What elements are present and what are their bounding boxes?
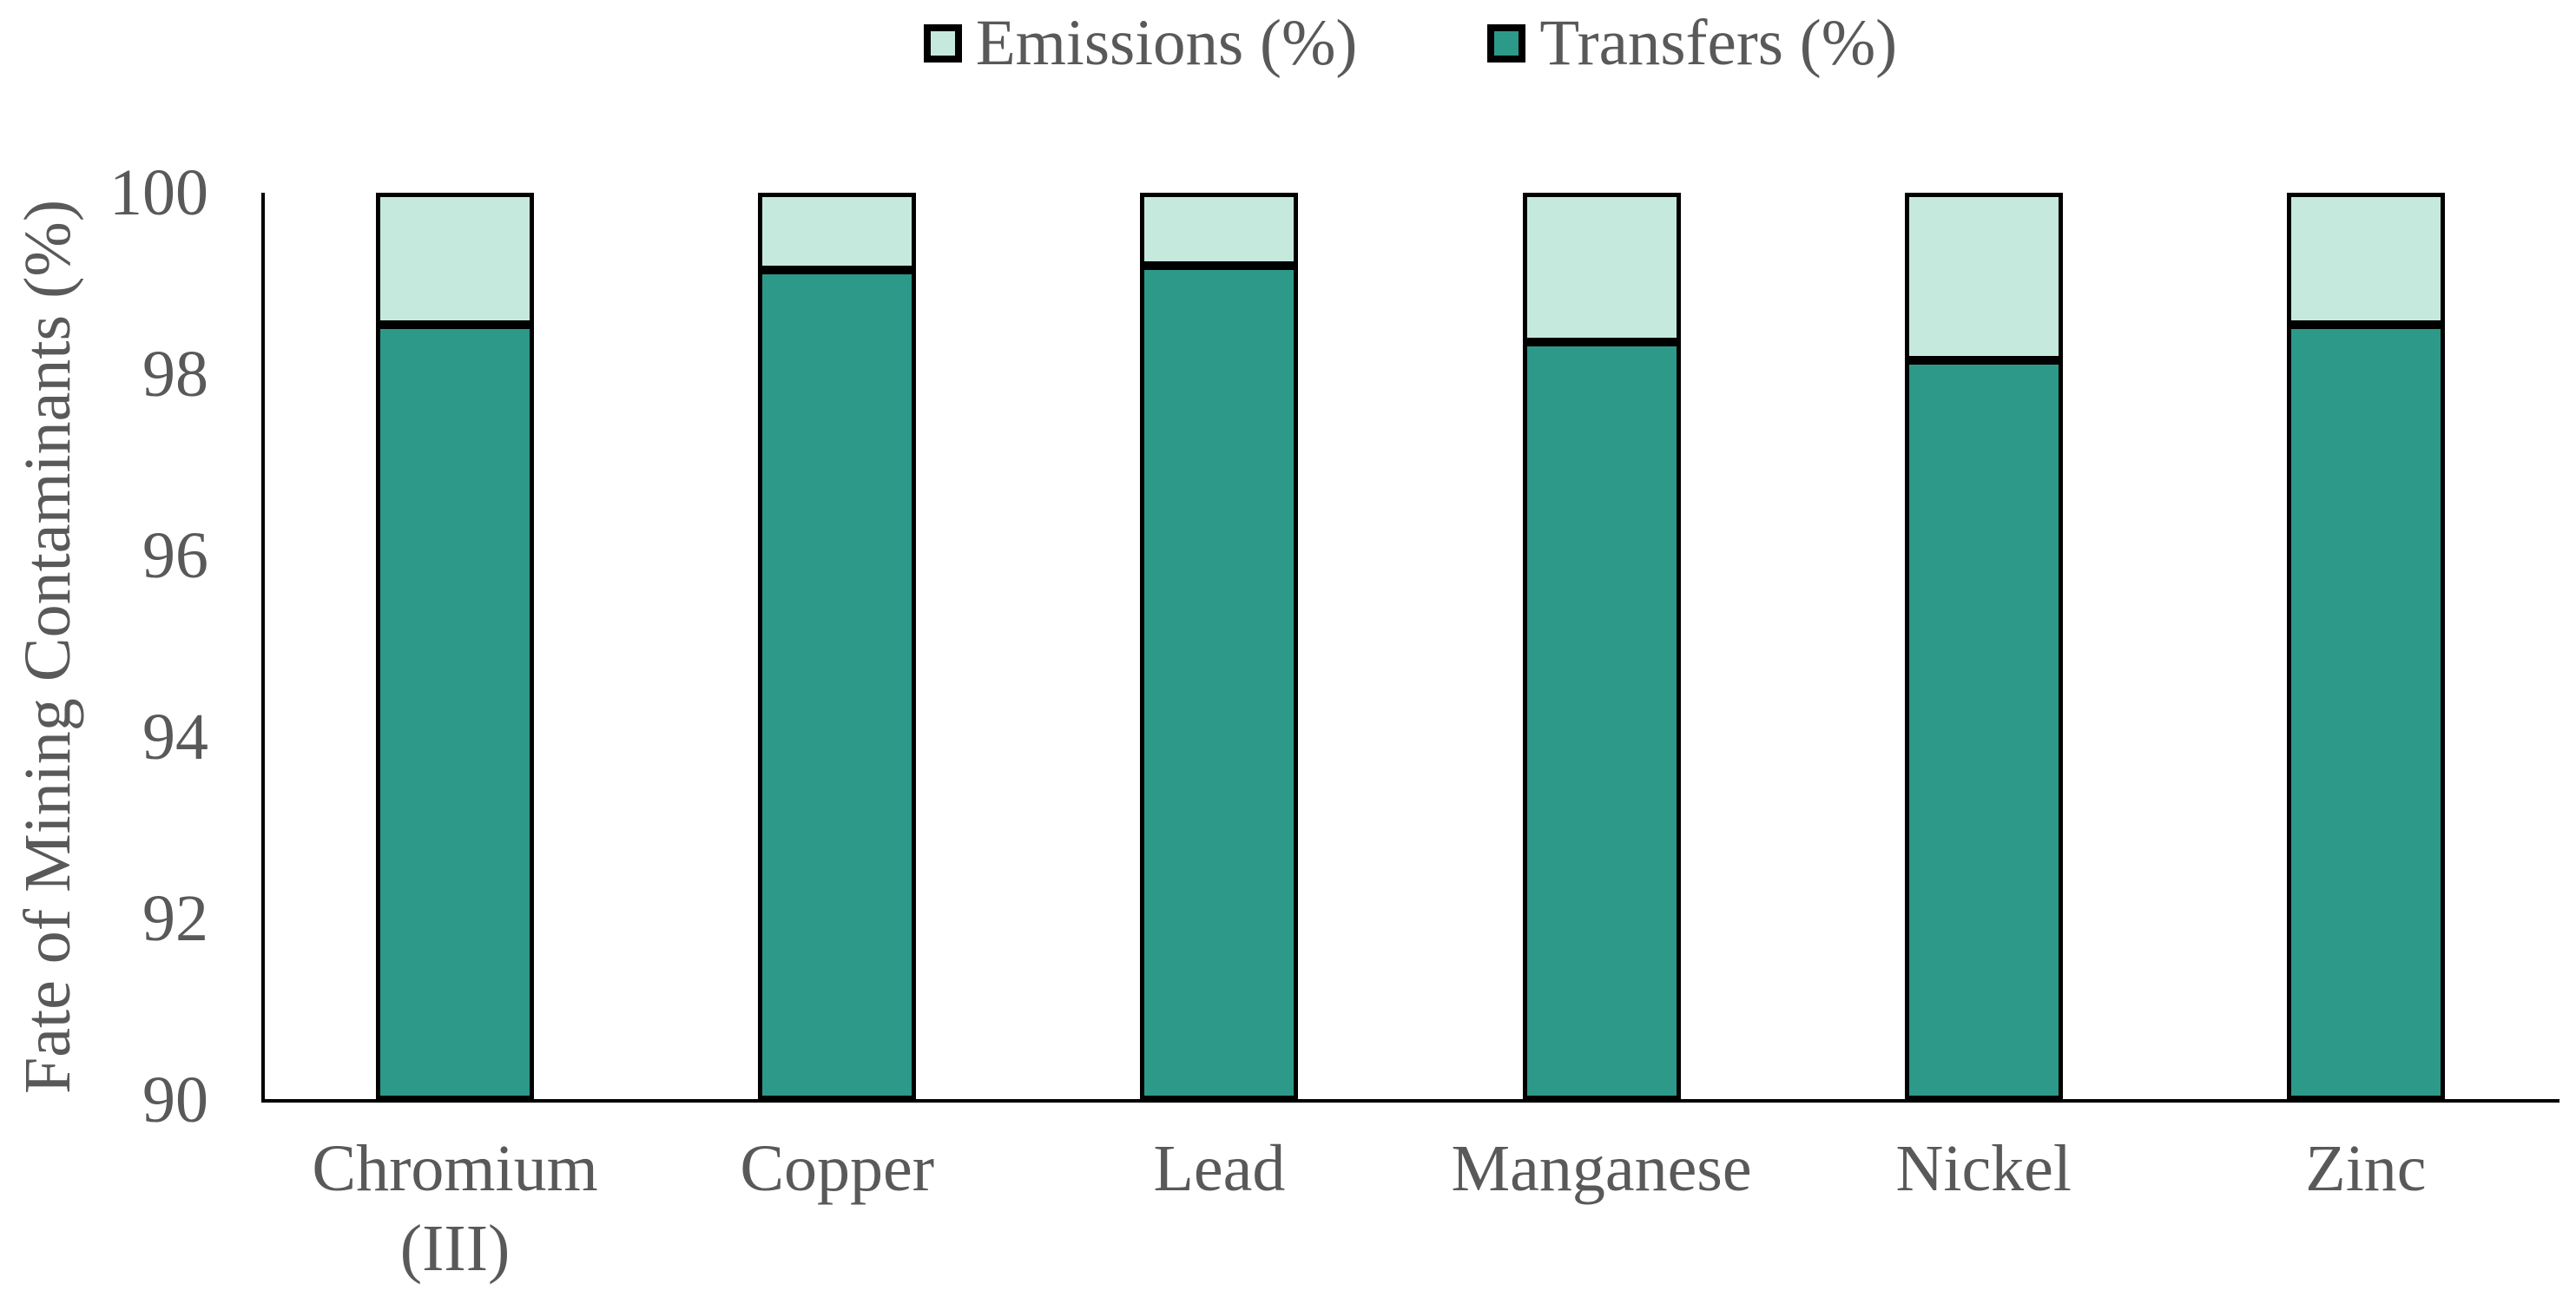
y-tick-label: 94 — [142, 701, 208, 774]
y-tick-label: 100 — [109, 156, 208, 229]
y-tick-label: 96 — [142, 519, 208, 592]
bar-segment-transfers-lead — [1140, 265, 1299, 1100]
bar-segment-emissions-copper — [758, 193, 917, 270]
emissions-swatch-icon — [923, 24, 962, 63]
y-tick-label: 92 — [142, 882, 208, 955]
legend: Emissions (%) Transfers (%) — [264, 3, 2557, 83]
legend-label-emissions: Emissions (%) — [975, 7, 1358, 79]
legend-label-transfers: Transfers (%) — [1539, 7, 1898, 79]
bar-segment-transfers-zinc — [2286, 324, 2445, 1100]
x-category-label-line: Chromium — [312, 1132, 598, 1205]
x-category-label-line: Nickel — [1895, 1132, 2072, 1205]
x-category-label: Manganese — [1411, 1129, 1793, 1209]
legend-item-transfers: Transfers (%) — [1487, 3, 1897, 83]
x-category-label: Nickel — [1793, 1129, 2175, 1209]
bar-segment-emissions-lead — [1140, 193, 1299, 266]
bar-segment-emissions-nickel — [1904, 193, 2063, 361]
x-category-label: Zinc — [2175, 1129, 2557, 1209]
y-tick-label: 98 — [142, 338, 208, 411]
y-tick-label: 90 — [142, 1064, 208, 1136]
transfers-swatch-icon — [1487, 24, 1526, 63]
x-category-label-line: Zinc — [2305, 1132, 2427, 1205]
bar-segment-transfers-manganese — [1522, 342, 1681, 1100]
bar-segment-emissions-manganese — [1522, 193, 1681, 343]
legend-item-emissions: Emissions (%) — [923, 3, 1358, 83]
x-category-label-line: Manganese — [1451, 1132, 1752, 1205]
x-category-label: Copper — [646, 1129, 1028, 1209]
y-axis-line — [261, 193, 265, 1103]
x-category-label-line: (III) — [399, 1212, 511, 1285]
x-category-label: Chromium (III) — [264, 1129, 646, 1288]
bar-segment-transfers-nickel — [1904, 360, 2063, 1100]
bar-segment-transfers-chromium — [376, 324, 535, 1100]
x-category-label: Lead — [1028, 1129, 1410, 1209]
bar-segment-emissions-zinc — [2286, 193, 2445, 325]
x-axis-line — [261, 1099, 2560, 1103]
x-category-label-line: Lead — [1153, 1132, 1286, 1205]
x-category-label-line: Copper — [740, 1132, 935, 1205]
bar-segment-transfers-copper — [758, 269, 917, 1100]
bar-segment-emissions-chromium — [376, 193, 535, 325]
